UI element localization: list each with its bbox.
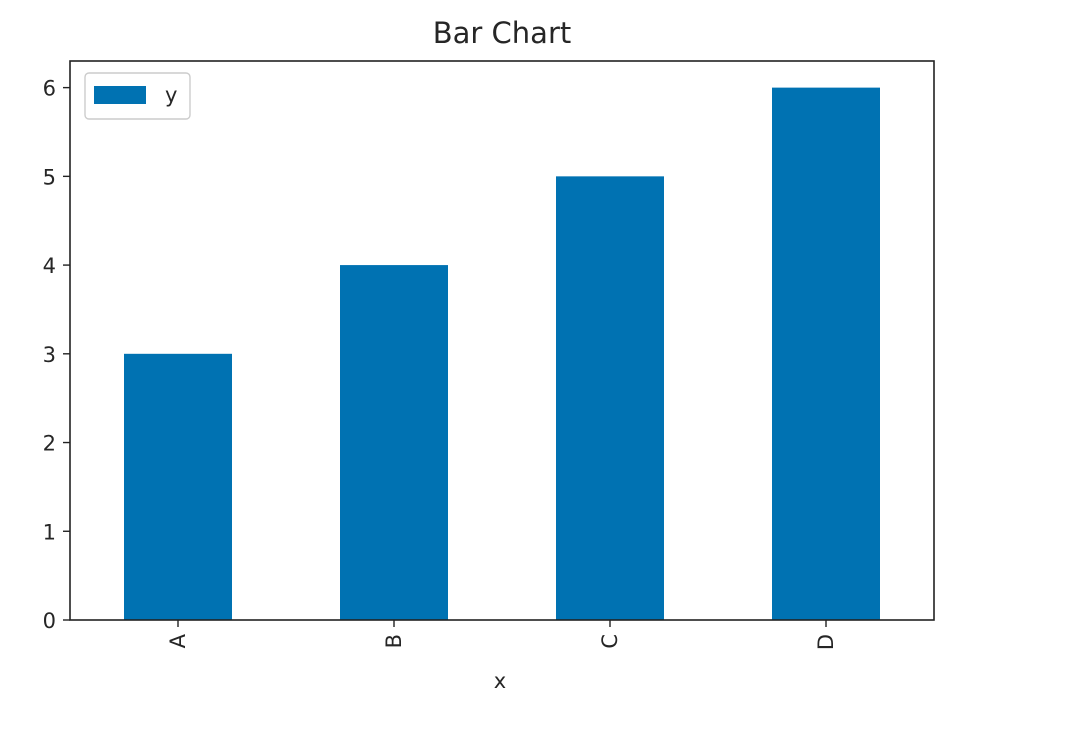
plot-frame [69, 60, 935, 621]
legend-label: y [165, 83, 177, 107]
y-tick-label: 0 [43, 609, 56, 633]
bar-B [340, 265, 448, 620]
y-tick-label: 3 [43, 343, 56, 367]
chart-title: Bar Chart [433, 16, 572, 50]
x-axis: A B C D [166, 620, 838, 650]
y-axis: 0 1 2 3 4 5 6 [43, 77, 70, 633]
x-tick-label: C [598, 634, 622, 649]
y-tick-label: 4 [43, 254, 56, 278]
x-tick-label: B [382, 634, 406, 648]
y-tick-label: 5 [43, 165, 56, 189]
y-tick-label: 6 [43, 77, 56, 101]
x-tick-label: A [166, 633, 190, 648]
x-axis-label: x [494, 669, 506, 693]
legend-swatch [94, 86, 146, 104]
x-tick-label: D [814, 634, 838, 650]
legend: y [84, 72, 191, 120]
y-tick-label: 1 [43, 520, 56, 544]
y-tick-label: 2 [43, 432, 56, 456]
bar-group [124, 87, 880, 621]
bar-C [556, 176, 664, 620]
bar-D [772, 87, 880, 621]
bar-A [124, 353, 232, 620]
